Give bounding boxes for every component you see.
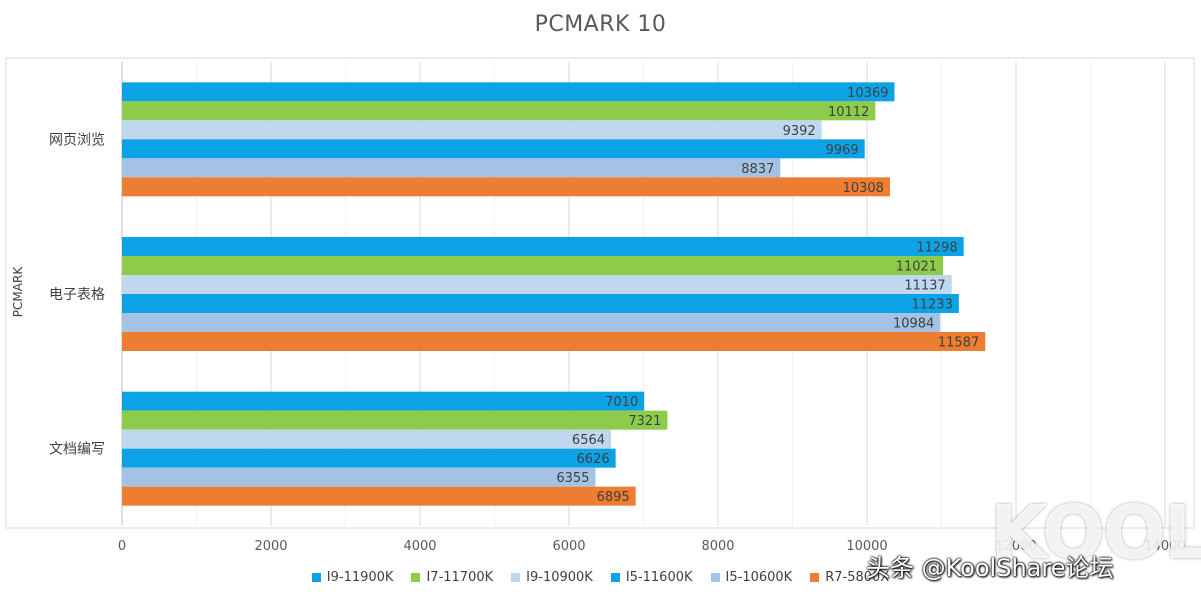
data-label: 10308 — [843, 181, 884, 196]
watermark-text: 头条 @KoolShare论坛 — [866, 554, 1114, 582]
data-label: 9969 — [826, 143, 859, 158]
legend-swatch — [710, 573, 720, 582]
legend-label: I5-10600K — [725, 570, 793, 585]
data-label: 10369 — [847, 86, 888, 101]
bar — [122, 158, 781, 178]
x-tick-label: 8000 — [701, 539, 734, 554]
data-label: 6895 — [597, 490, 630, 505]
legend-item: I9-11900K — [311, 570, 394, 585]
chart-title: PCMARK 10 — [534, 12, 667, 37]
data-label: 11587 — [938, 336, 979, 351]
legend: I9-11900K I7-11700K I9-10900K I5-11600K I5-1… — [0, 570, 1201, 585]
bar — [122, 313, 941, 332]
category-label: 电子表格 — [49, 287, 105, 303]
x-tick-label: 2000 — [254, 539, 287, 554]
legend-item: I5-10600K — [710, 570, 793, 585]
bar — [122, 410, 668, 430]
bar — [122, 120, 822, 140]
bar — [122, 275, 952, 294]
legend-swatch — [810, 573, 820, 582]
watermark-logo: KOOL — [990, 490, 1201, 576]
legend-label: I7-11700K — [426, 570, 494, 585]
bar — [122, 256, 944, 275]
bar — [122, 467, 596, 487]
plot-frame — [5, 57, 1195, 529]
bar — [122, 429, 612, 449]
bar — [122, 332, 986, 351]
legend-swatch — [411, 573, 421, 582]
bar — [122, 177, 890, 197]
data-label: 11298 — [916, 241, 957, 256]
legend-swatch — [311, 573, 321, 582]
data-label: 7321 — [628, 414, 661, 429]
x-tick-label: 14000 — [1144, 539, 1185, 554]
legend-swatch — [610, 573, 620, 582]
data-label: 11137 — [904, 279, 945, 294]
category-label: 网页浏览 — [49, 132, 105, 148]
bar — [122, 237, 964, 256]
data-label: 8837 — [741, 162, 774, 177]
legend-item: R7-5800X — [810, 570, 889, 585]
legend-item: I5-11600K — [610, 570, 693, 585]
bar — [122, 448, 616, 468]
legend-swatch — [511, 573, 521, 582]
x-tick-label: 4000 — [403, 539, 436, 554]
data-label: 6564 — [572, 433, 605, 448]
bar — [122, 391, 645, 411]
bar — [122, 486, 636, 506]
bar — [122, 101, 876, 121]
bar — [122, 139, 865, 159]
x-tick-label: 6000 — [552, 539, 585, 554]
data-label: 9392 — [783, 124, 816, 139]
x-tick-label: 0 — [118, 539, 126, 554]
x-tick-label: 12000 — [995, 539, 1036, 554]
legend-label: I9-10900K — [526, 570, 593, 585]
data-label: 7010 — [605, 395, 638, 410]
data-label: 10112 — [828, 105, 869, 120]
bar — [122, 82, 895, 102]
data-label: 11233 — [911, 298, 952, 313]
data-label: 11021 — [896, 260, 937, 275]
category-label: 文档编写 — [49, 442, 105, 458]
data-label: 6355 — [556, 471, 589, 486]
legend-label: R7-5800X — [825, 570, 890, 585]
legend-label: I5-11600K — [625, 570, 693, 585]
legend-item: I7-11700K — [411, 570, 493, 585]
data-label: 10984 — [893, 317, 934, 332]
data-label: 6626 — [577, 452, 610, 467]
bar — [122, 294, 959, 313]
legend-label: I9-11900K — [326, 570, 394, 585]
x-tick-label: 10000 — [846, 539, 887, 554]
legend-item: I9-10900K — [511, 570, 593, 585]
